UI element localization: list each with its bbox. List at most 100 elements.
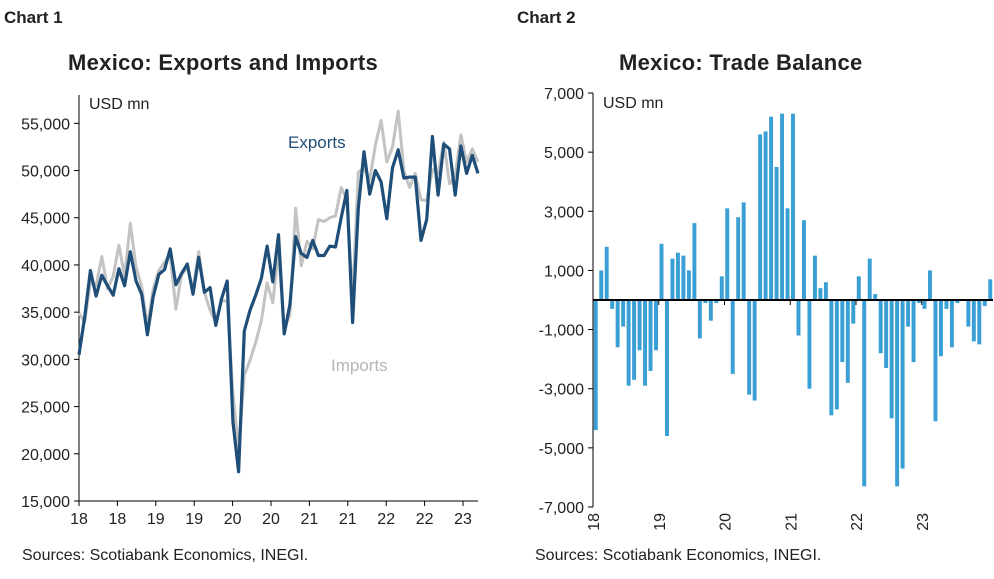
trade-balance-bar [895, 300, 900, 487]
trade-balance-bar [884, 300, 889, 369]
trade-balance-bar [604, 246, 609, 300]
y-tick-label: 25,000 [21, 400, 70, 417]
trade-balance-bar [949, 300, 954, 348]
x-tick-label: 20 [224, 511, 242, 528]
unit-label: USD mn [89, 96, 149, 113]
trade-balance-bar [840, 300, 845, 363]
trade-balance-bar [708, 300, 713, 321]
y-tick-label: -5,000 [539, 441, 584, 458]
trade-balance-bar [988, 279, 993, 300]
trade-balance-bar [823, 282, 828, 300]
x-tick-label: 20 [262, 511, 280, 528]
trade-balance-bar [801, 220, 806, 300]
x-tick-label: 23 [915, 513, 932, 531]
x-tick-label: 19 [652, 513, 669, 531]
trade-balance-bar [812, 255, 817, 300]
y-tick-label: 55,000 [21, 116, 70, 133]
trade-balance-bar [829, 300, 834, 416]
y-tick-label: 15,000 [21, 494, 70, 511]
trade-balance-bar [873, 294, 878, 300]
trade-balance-bar [626, 300, 631, 386]
x-tick-label: 22 [377, 511, 395, 528]
y-tick-label: -3,000 [539, 382, 584, 399]
trade-balance-bar [807, 300, 812, 389]
trade-balance-bar [944, 300, 949, 309]
trade-balance-bar [643, 300, 648, 386]
trade-balance-bar [670, 258, 675, 300]
trade-balance-bar [763, 131, 768, 300]
chart-1-label: Chart 1 [4, 8, 63, 27]
trade-balance-bar [780, 113, 785, 300]
trade-balance-bar [703, 300, 708, 303]
x-tick-label: 18 [109, 511, 127, 528]
x-tick-label: 22 [416, 511, 434, 528]
trade-balance-bar [665, 300, 669, 437]
trade-balance-bar [769, 116, 774, 300]
y-tick-label: 35,000 [21, 305, 70, 322]
trade-balance-bar [758, 134, 763, 300]
trade-balance-bar [610, 300, 615, 309]
y-tick-label: 3,000 [544, 204, 584, 221]
trade-balance-bar [725, 208, 730, 300]
trade-balance-bar [681, 255, 686, 300]
x-tick-label: 19 [185, 511, 203, 528]
chart-1-plot: 15,000 20,000 25,000 30,000 35,000 40,000 45,0… [21, 95, 480, 528]
x-tick-label: 21 [783, 513, 800, 531]
trade-balance-bar [862, 300, 867, 487]
trade-balance-bar [637, 300, 642, 351]
x-tick-label: 22 [849, 513, 866, 531]
exports-line [77, 134, 480, 474]
trade-balance-bar [686, 270, 691, 300]
trade-balance-bar [719, 276, 724, 300]
chart-2-plot: 7,000 5,000 3,000 1,000 -1,000 -3,000 -5,000 -7… [539, 86, 993, 531]
trade-balance-bar [867, 258, 872, 300]
y-tick-label: 7,000 [544, 86, 584, 103]
trade-balance-bar [878, 300, 883, 354]
trade-balance-bar [741, 202, 746, 300]
trade-balance-bar [982, 300, 987, 306]
trade-balance-bar [730, 300, 735, 374]
y-tick-label: 30,000 [21, 352, 70, 369]
trade-balance-bar [938, 300, 943, 357]
x-tick-label: 20 [718, 513, 735, 531]
trade-balance-bar [796, 300, 801, 336]
trade-balance-bar [900, 300, 905, 469]
x-tick-label: 21 [301, 511, 319, 528]
trade-balance-bar [834, 300, 839, 410]
trade-balance-bar [736, 217, 741, 300]
chart-2-panel: Chart 2 Mexico: Trade Balance 7,000 5,000… [497, 0, 994, 579]
trade-balance-bar [654, 300, 658, 351]
trade-balance-bar [697, 300, 702, 339]
trade-balance-bar [593, 300, 598, 431]
trade-balance-bar [659, 243, 664, 300]
trade-balance-bar [632, 300, 637, 380]
chart-1-source: Sources: Scotiabank Economics, INEGI. [22, 547, 309, 564]
x-tick-label: 21 [339, 511, 357, 528]
trade-balance-bar [851, 300, 856, 324]
trade-balance-bar [714, 300, 719, 303]
trade-balance-bar [933, 300, 938, 422]
trade-balance-bar [966, 300, 971, 327]
y-tick-label: 45,000 [21, 211, 70, 228]
y-tick-label: 20,000 [21, 447, 70, 464]
chart-1-title: Mexico: Exports and Imports [68, 50, 379, 75]
chart-1-panel: Chart 1 Mexico: Exports and Imports 15,0… [4, 8, 480, 564]
trade-balance-bar [906, 300, 911, 327]
trade-balance-bar [928, 270, 932, 300]
trade-balance-bar [791, 113, 795, 300]
trade-balance-bar [977, 300, 982, 345]
chart-2-label: Chart 2 [517, 8, 576, 27]
trade-balance-bar [692, 223, 697, 300]
trade-balance-bar [648, 300, 653, 371]
trade-balance-bar [615, 300, 620, 348]
x-tick-label: 23 [454, 511, 472, 528]
trade-balance-bar [774, 166, 779, 300]
trade-balance-bar [785, 208, 790, 300]
trade-balance-bar [917, 300, 921, 303]
trade-balance-bar [856, 276, 861, 300]
x-tick-label: 18 [586, 513, 603, 531]
trade-balance-bar [675, 252, 680, 300]
trade-balance-bar [889, 300, 894, 419]
y-tick-label: 1,000 [544, 263, 584, 280]
exports-annotation: Exports [288, 133, 346, 152]
